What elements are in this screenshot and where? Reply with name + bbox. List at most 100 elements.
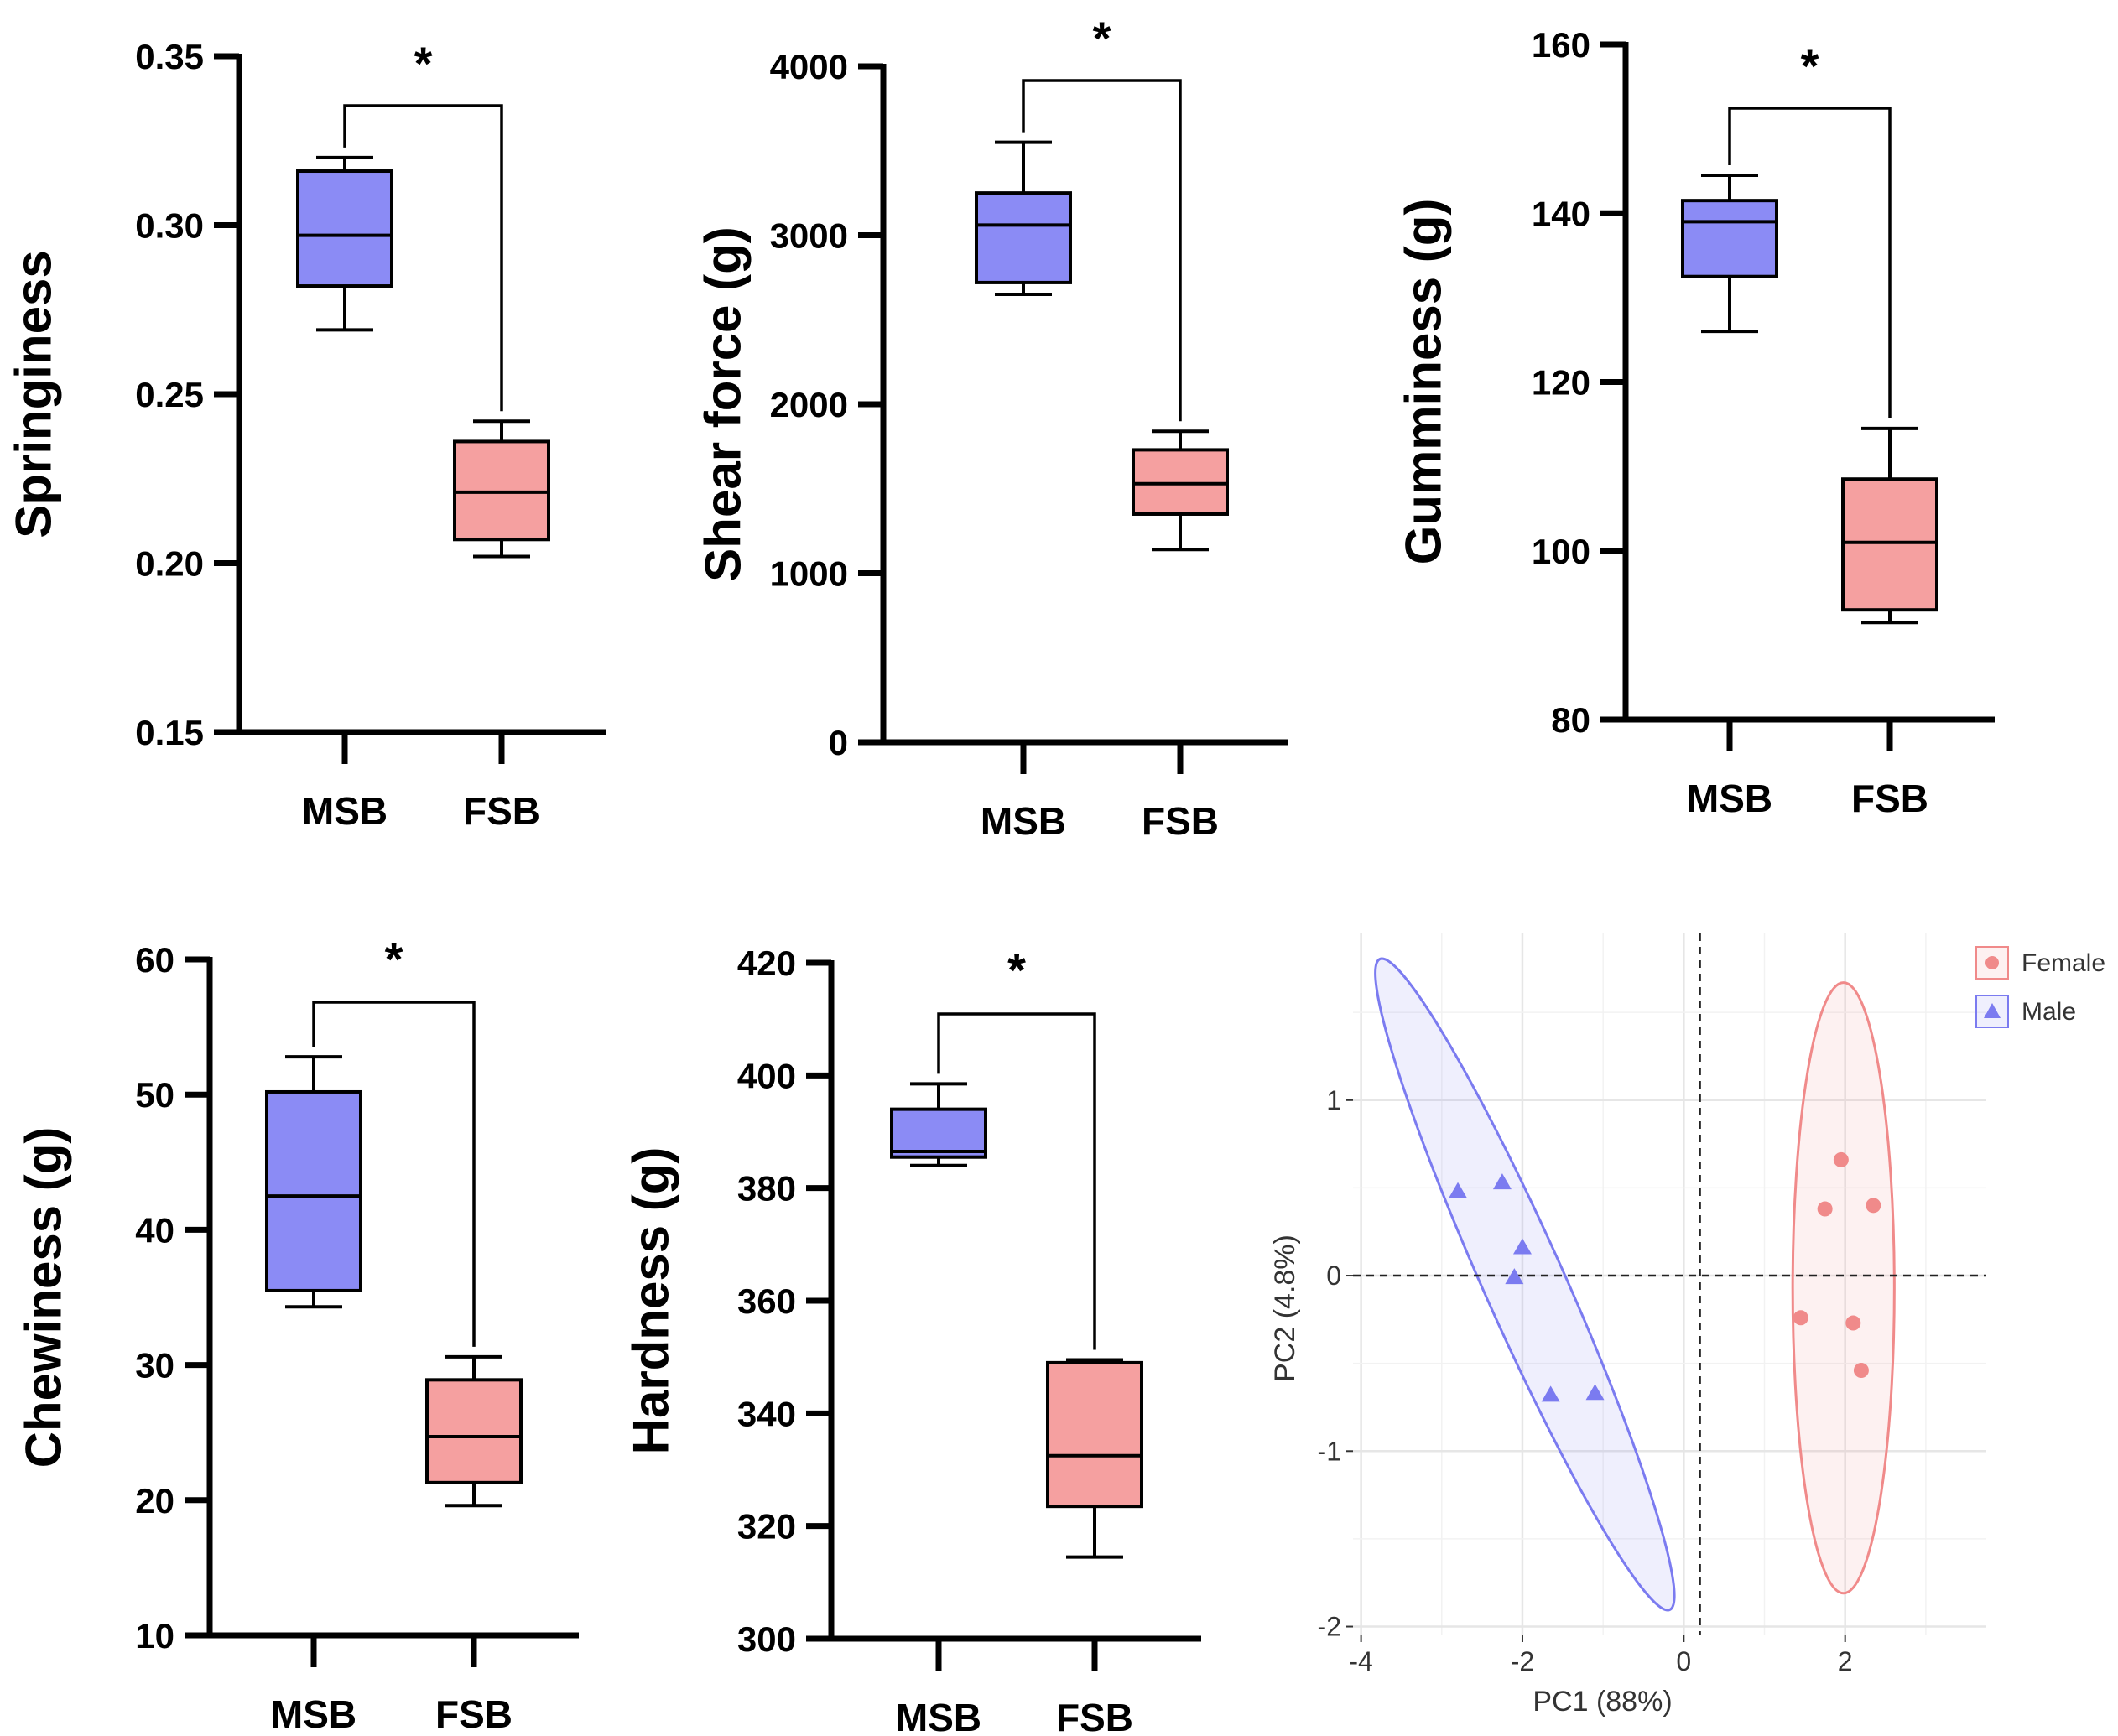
y-tick-label: 100: [1532, 532, 1590, 571]
y-tick-label: 0.15: [135, 713, 204, 752]
significance-bracket: [312, 1001, 476, 1347]
y-tick-label: 60: [135, 940, 174, 980]
x-tick-label: MSB: [896, 1696, 981, 1736]
male-legend-label: Male: [2022, 998, 2076, 1026]
x-tick-label: FSB: [1142, 799, 1219, 843]
y-tick-label: 2000: [770, 385, 848, 424]
y-tick-label: 3000: [770, 216, 848, 256]
msb-box-group: [975, 140, 1072, 297]
fsb-box-group: [453, 419, 550, 559]
chewiness-boxplot: 10 20 30 40 50 60 MSB FSB Chewiness (g) *: [16, 933, 579, 1736]
female-point: [1866, 1198, 1881, 1214]
female-legend-marker: [1985, 956, 1999, 969]
iqr-box: [975, 191, 1072, 284]
y-tick-label: 30: [135, 1346, 174, 1385]
y-tick-label: 4000: [770, 47, 848, 86]
msb-box-group: [296, 155, 393, 332]
y-axis-title: Hardness (g): [623, 1147, 679, 1455]
msb-box-group: [265, 1055, 362, 1309]
significance-bracket: [1728, 107, 1892, 418]
y-tick-label: 0.35: [135, 37, 204, 76]
male-point: [1449, 1182, 1468, 1198]
y-tick-label: 400: [737, 1056, 796, 1095]
iqr-box: [1132, 448, 1229, 516]
x-tick-label: 2: [1838, 1646, 1853, 1676]
x-tick-label: MSB: [271, 1692, 356, 1736]
significance-star: *: [1007, 943, 1026, 996]
y-tick-label: -1: [1318, 1436, 1341, 1466]
female-confidence-ellipse: [1791, 981, 1896, 1595]
male-point: [1585, 1384, 1605, 1401]
iqr-box: [265, 1089, 362, 1292]
y-tick-label: 340: [737, 1394, 796, 1433]
fsb-box-group: [1132, 429, 1229, 552]
x-tick-label: -2: [1511, 1646, 1534, 1676]
female-legend-label: Female: [2022, 949, 2105, 977]
y-tick-label: 0.20: [135, 544, 204, 584]
male-legend-key: [1975, 995, 2009, 1028]
y-tick-label: 380: [737, 1169, 796, 1208]
significance-star: *: [385, 933, 403, 985]
iqr-box: [1841, 477, 1938, 612]
female-point: [1793, 1310, 1808, 1326]
y-axis-title: Springiness: [6, 250, 62, 538]
y-axis-title: PC2 (4.8%): [1269, 1234, 1301, 1382]
iqr-box: [425, 1378, 523, 1484]
y-tick-label: 300: [737, 1619, 796, 1659]
male-point: [1492, 1173, 1512, 1190]
male-point: [1512, 1238, 1532, 1255]
x-tick-label: MSB: [1687, 777, 1772, 820]
fsb-box-group: [1841, 426, 1938, 625]
msb-box-group: [890, 1082, 987, 1167]
iqr-box: [890, 1107, 987, 1159]
significance-bracket: [937, 1012, 1096, 1350]
iqr-box: [296, 169, 393, 288]
x-axis-title: PC1 (88%): [1533, 1686, 1672, 1718]
male-confidence-ellipse: [1374, 957, 1676, 1612]
significance-bracket: [343, 104, 503, 412]
y-axis-title: Gumminess (g): [1396, 199, 1452, 565]
y-axis-title: Chewiness (g): [16, 1127, 72, 1468]
y-axis-title: Shear force (g): [695, 226, 752, 581]
male-point: [1505, 1268, 1524, 1285]
y-tick-label: 0.25: [135, 375, 204, 414]
y-tick-label: 80: [1551, 700, 1590, 740]
y-tick-label: 40: [135, 1210, 174, 1250]
x-tick-label: -4: [1349, 1646, 1372, 1676]
significance-star: *: [414, 37, 433, 90]
springiness-boxplot: 0.15 0.20 0.25 0.30 0.35 MSB FSB Springiness *: [6, 37, 606, 833]
gumminess-boxplot: 80 100 120 140 160 MSB FSB Gumminess (g) *: [1396, 25, 1995, 820]
female-point: [1817, 1201, 1833, 1217]
y-tick-label: 0: [1326, 1260, 1341, 1291]
y-tick-label: 360: [737, 1281, 796, 1321]
y-tick-label: 0: [829, 723, 848, 762]
fsb-box-group: [425, 1354, 523, 1508]
y-tick-label: 50: [135, 1075, 174, 1115]
y-tick-label: 140: [1532, 194, 1590, 233]
female-point: [1845, 1315, 1861, 1331]
x-tick-label: 0: [1676, 1646, 1691, 1676]
y-tick-label: -2: [1318, 1612, 1341, 1642]
iqr-box: [1681, 199, 1778, 278]
legend: Female Male: [1975, 946, 2105, 1028]
x-tick-label: FSB: [1056, 1696, 1133, 1736]
x-tick-label: FSB: [435, 1692, 513, 1736]
y-tick-label: 0.30: [135, 206, 204, 246]
fsb-box-group: [1046, 1358, 1143, 1559]
x-tick-label: MSB: [302, 789, 388, 833]
y-tick-label: 420: [737, 943, 796, 983]
iqr-box: [1046, 1360, 1143, 1509]
significance-bracket: [1022, 79, 1182, 422]
female-point: [1853, 1363, 1869, 1379]
significance-star: *: [1801, 39, 1819, 92]
male-legend-marker: [1984, 1003, 2001, 1018]
hardness-boxplot: 300 320 340 360 380 400 420 MSB FSB Hardness (g) *: [623, 943, 1201, 1736]
male-point: [1541, 1385, 1560, 1402]
y-tick-label: 1000: [770, 554, 848, 594]
significance-star: *: [1093, 12, 1111, 65]
x-tick-label: FSB: [1851, 777, 1928, 820]
iqr-box: [453, 439, 550, 542]
x-tick-label: MSB: [981, 799, 1066, 843]
y-tick-label: 1: [1326, 1085, 1341, 1115]
